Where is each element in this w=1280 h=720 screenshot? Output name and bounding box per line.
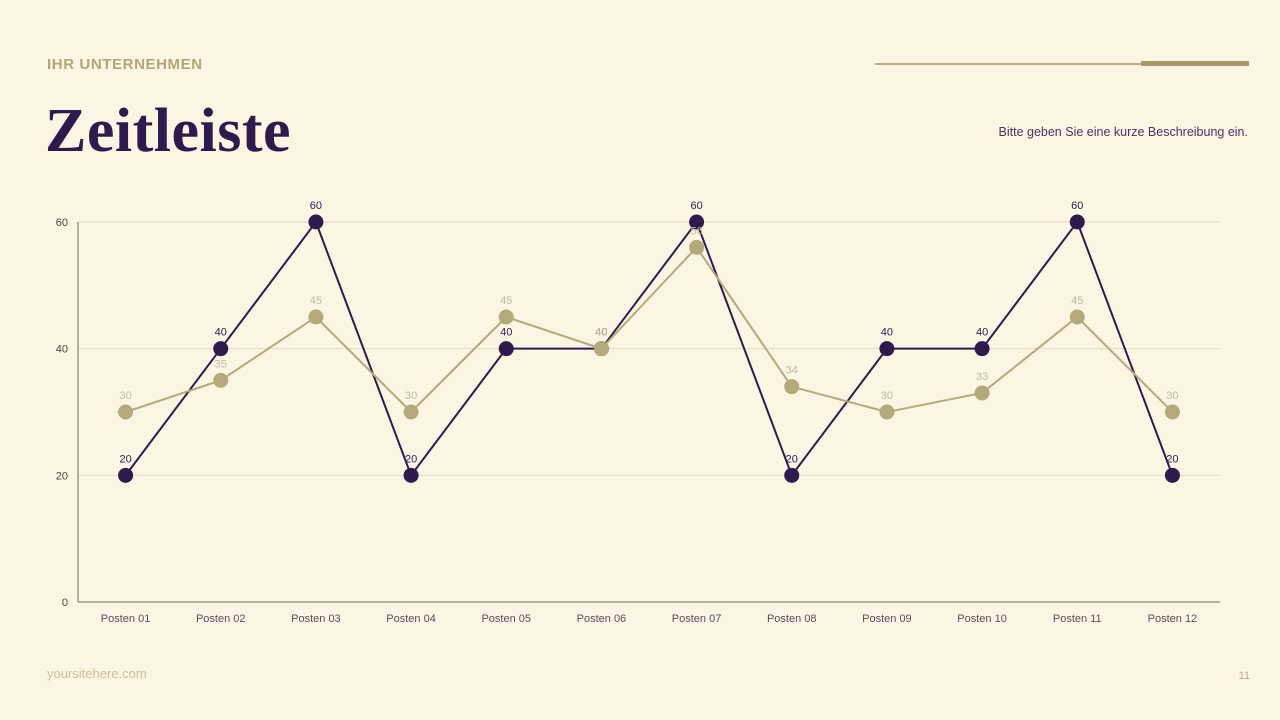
data-point <box>784 379 800 395</box>
x-axis-category-label: Posten 12 <box>1148 613 1198 625</box>
data-point-label: 40 <box>595 327 607 339</box>
data-point-label: 20 <box>1166 453 1178 465</box>
brand-label: IHR UNTERNEHMEN <box>47 56 203 73</box>
data-point <box>403 404 419 420</box>
x-axis-category-label: Posten 04 <box>386 613 436 625</box>
data-point <box>1069 309 1085 325</box>
data-point-label: 33 <box>976 371 988 383</box>
data-point-label: 30 <box>405 390 417 402</box>
data-point-label: 45 <box>1071 295 1083 307</box>
data-point-label: 45 <box>500 295 512 307</box>
x-axis-category-label: Posten 10 <box>957 613 1007 625</box>
y-axis-tick-label: 60 <box>56 217 68 229</box>
slide-description: Bitte geben Sie eine kurze Beschreibung … <box>998 125 1248 139</box>
x-axis-category-label: Posten 05 <box>481 613 531 625</box>
data-point <box>308 309 324 325</box>
data-point-label: 30 <box>119 390 131 402</box>
data-point <box>1069 214 1085 230</box>
x-axis-category-label: Posten 03 <box>291 613 341 625</box>
data-point-label: 40 <box>881 327 893 339</box>
data-point-label: 20 <box>405 453 417 465</box>
page-title: Zeitleiste <box>45 97 292 165</box>
data-point <box>974 385 990 401</box>
x-axis-category-label: Posten 02 <box>196 613 246 625</box>
x-axis-category-label: Posten 01 <box>101 613 151 625</box>
data-point <box>1164 404 1180 420</box>
data-point <box>1164 467 1180 483</box>
data-point <box>879 341 895 357</box>
data-point <box>213 341 229 357</box>
data-point-label: 40 <box>976 327 988 339</box>
data-point <box>879 404 895 420</box>
data-point-label: 20 <box>786 453 798 465</box>
data-point <box>498 309 514 325</box>
data-point-label: 45 <box>310 295 322 307</box>
data-point <box>689 239 705 255</box>
y-axis-tick-label: 0 <box>62 597 68 609</box>
header-decorative-line-thick <box>1141 61 1249 66</box>
data-point-label: 30 <box>881 390 893 402</box>
data-point <box>118 467 134 483</box>
data-point <box>689 214 705 230</box>
data-point-label: 60 <box>310 200 322 212</box>
data-point <box>213 372 229 388</box>
x-axis-category-label: Posten 07 <box>672 613 722 625</box>
data-point-label: 60 <box>1071 200 1083 212</box>
series-line <box>125 245 1174 414</box>
x-axis-category-label: Posten 09 <box>862 613 912 625</box>
data-point-label: 40 <box>500 327 512 339</box>
page-number: 11 <box>1238 670 1250 682</box>
y-axis-tick-label: 20 <box>56 470 68 482</box>
data-point <box>308 214 324 230</box>
data-point-label: 56 <box>690 225 702 237</box>
y-axis-tick-label: 40 <box>56 344 68 356</box>
x-axis-category-label: Posten 08 <box>767 613 817 625</box>
data-point-label: 20 <box>119 453 131 465</box>
data-point <box>974 341 990 357</box>
header-decorative-line-thin <box>875 63 1142 65</box>
data-point-label: 40 <box>215 327 227 339</box>
data-point <box>118 404 134 420</box>
data-point <box>593 341 609 357</box>
x-axis-category-label: Posten 11 <box>1053 613 1102 625</box>
data-point <box>498 341 514 357</box>
footer-website-link: yoursitehere.com <box>47 666 147 681</box>
series-line <box>124 219 1174 478</box>
data-point-label: 60 <box>690 200 702 212</box>
data-point-label: 35 <box>215 358 227 370</box>
data-point-label: 40 <box>595 327 607 339</box>
data-point <box>403 467 419 483</box>
x-axis-category-label: Posten 06 <box>577 613 627 625</box>
data-point-label: 30 <box>1166 390 1178 402</box>
data-point-label: 34 <box>786 365 798 377</box>
data-point <box>784 467 800 483</box>
